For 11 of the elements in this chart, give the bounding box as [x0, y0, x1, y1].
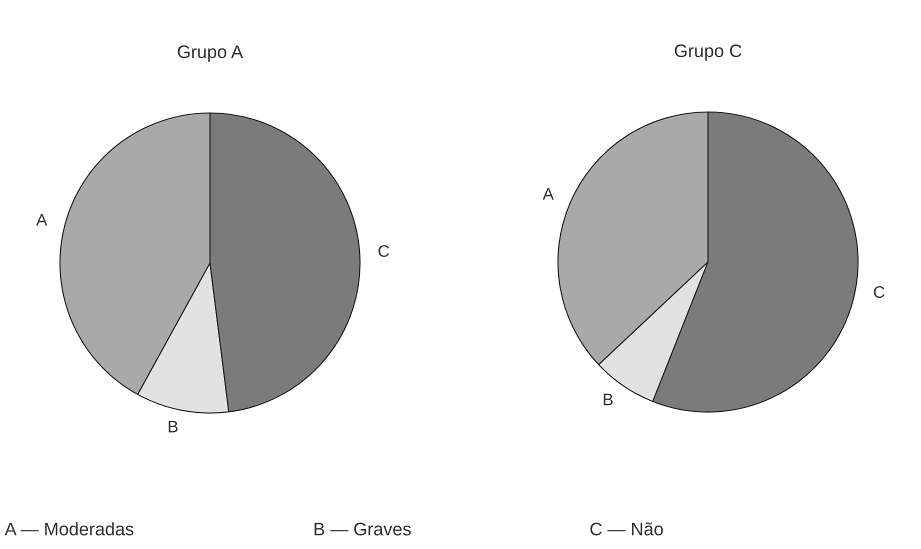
- slice-label: B: [604, 394, 613, 406]
- slice-label: B: [168, 420, 178, 432]
- text: C — Não: [590, 522, 663, 536]
- text: B — Graves: [314, 522, 411, 536]
- chart-title: Grupo A: [178, 45, 244, 62]
- slice-label: A: [542, 188, 554, 200]
- text: A — Moderadas: [4, 522, 134, 536]
- chart-title: Grupo C: [674, 44, 742, 61]
- slice-label: C: [378, 245, 390, 257]
- slice-label: A: [36, 214, 48, 226]
- slice-label: C: [874, 286, 884, 298]
